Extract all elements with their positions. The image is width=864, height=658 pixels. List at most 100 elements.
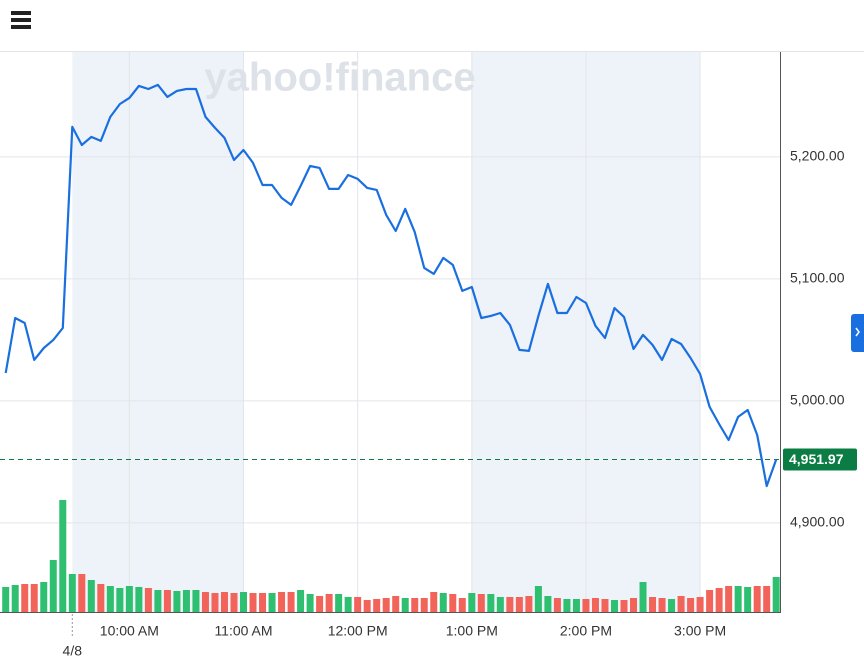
volume-bar: [477, 594, 485, 612]
y-tick-label: 5,200.00: [790, 148, 845, 164]
volume-bar: [639, 582, 647, 612]
volume-bar: [135, 587, 143, 612]
volume-bar: [430, 592, 438, 612]
volume-bar: [496, 597, 504, 612]
volume-bar: [620, 600, 628, 612]
volume-bar: [230, 593, 238, 612]
volume-bar: [772, 577, 780, 612]
volume-bar: [506, 597, 514, 612]
volume-bar: [211, 593, 219, 612]
x-tick-label: 12:00 PM: [328, 623, 388, 639]
volume-bar: [173, 591, 181, 612]
volume-bar: [106, 586, 114, 612]
y-tick-label: 4,900.00: [790, 514, 845, 530]
volume-bar: [154, 590, 162, 612]
volume-bar: [59, 500, 67, 612]
volume-bar: [21, 584, 29, 612]
volume-bar: [49, 560, 57, 612]
volume-bar: [382, 598, 390, 612]
volume-bar: [40, 582, 48, 612]
volume-bar: [706, 590, 714, 612]
volume-bar: [601, 599, 609, 612]
last-price-label: 4,951.97: [789, 451, 844, 467]
volume-bar: [487, 594, 495, 612]
volume-bar: [582, 599, 590, 612]
x-tick-label: 3:00 PM: [674, 623, 726, 639]
volume-bar: [392, 596, 400, 612]
volume-bar: [763, 586, 771, 612]
side-tab-arrow: [855, 327, 860, 337]
side-tab[interactable]: [851, 314, 864, 352]
volume-bar: [68, 574, 76, 612]
volume-bar: [306, 594, 314, 612]
volume-bar: [734, 586, 742, 612]
x-tick-label: 10:00 AM: [100, 623, 159, 639]
volume-bar: [649, 597, 657, 612]
volume-bar: [591, 598, 599, 612]
x-tick-label: 2:00 PM: [560, 623, 612, 639]
volume-bar: [268, 593, 276, 612]
volume-bar: [687, 598, 695, 612]
x-tick-label: 11:00 AM: [214, 623, 272, 639]
volume-bar: [297, 590, 305, 612]
volume-bar: [2, 587, 10, 612]
session-shade: [72, 52, 244, 612]
volume-bar: [354, 597, 362, 612]
volume-bar: [325, 594, 333, 612]
watermark: yahoo!finance: [204, 56, 475, 100]
volume-bar: [630, 598, 638, 612]
volume-bar: [449, 594, 457, 612]
volume-bar: [116, 588, 124, 612]
volume-bar: [125, 586, 133, 612]
volume-bar: [515, 597, 523, 612]
volume-bar: [97, 584, 105, 612]
volume-bar: [373, 599, 381, 612]
volume-bar: [401, 598, 409, 612]
volume-bar: [525, 596, 533, 612]
volume-bar: [677, 596, 685, 612]
volume-bar: [192, 590, 200, 612]
volume-bar: [753, 586, 761, 612]
volume-bar: [563, 599, 571, 612]
volume-bar: [534, 586, 542, 612]
volume-bar: [420, 598, 428, 612]
volume-bar: [544, 596, 552, 612]
price-line: [4, 83, 778, 488]
menu-bar: [11, 11, 31, 15]
volume-bar: [411, 598, 419, 612]
menu-icon[interactable]: [11, 11, 31, 29]
volume-bar: [715, 588, 723, 612]
volume-bar: [335, 594, 343, 612]
volume-bar: [725, 586, 733, 612]
menu-bar: [11, 25, 31, 29]
plot: [0, 52, 781, 638]
volume-bar: [249, 593, 257, 612]
volume-bar: [468, 593, 476, 612]
volume-bar: [610, 600, 618, 612]
volume-bar: [220, 592, 228, 612]
x-tick-label: 1:00 PM: [446, 623, 498, 639]
y-tick-label: 5,000.00: [790, 392, 845, 408]
volume-bar: [78, 574, 86, 612]
volume-bar: [744, 587, 752, 612]
volume-bar: [316, 596, 324, 612]
volume-bar: [458, 598, 466, 612]
menu-bar: [11, 18, 31, 22]
volume-bar: [696, 597, 704, 612]
volume-bar: [259, 593, 267, 612]
volume-bar: [658, 598, 666, 612]
volume-bar: [30, 584, 38, 612]
volume-bar: [287, 592, 295, 612]
volume-bar: [668, 599, 676, 612]
volume-bar: [240, 592, 248, 612]
date-label: 4/8: [63, 643, 83, 658]
volume-bar: [439, 593, 447, 612]
volume-bar: [278, 592, 286, 612]
volume-bar: [182, 590, 190, 612]
y-tick-label: 5,100.00: [790, 270, 845, 286]
volume-bar: [87, 580, 95, 612]
volume-bar: [553, 598, 561, 612]
volume-bar: [11, 585, 19, 612]
last-price-box: [783, 448, 857, 471]
